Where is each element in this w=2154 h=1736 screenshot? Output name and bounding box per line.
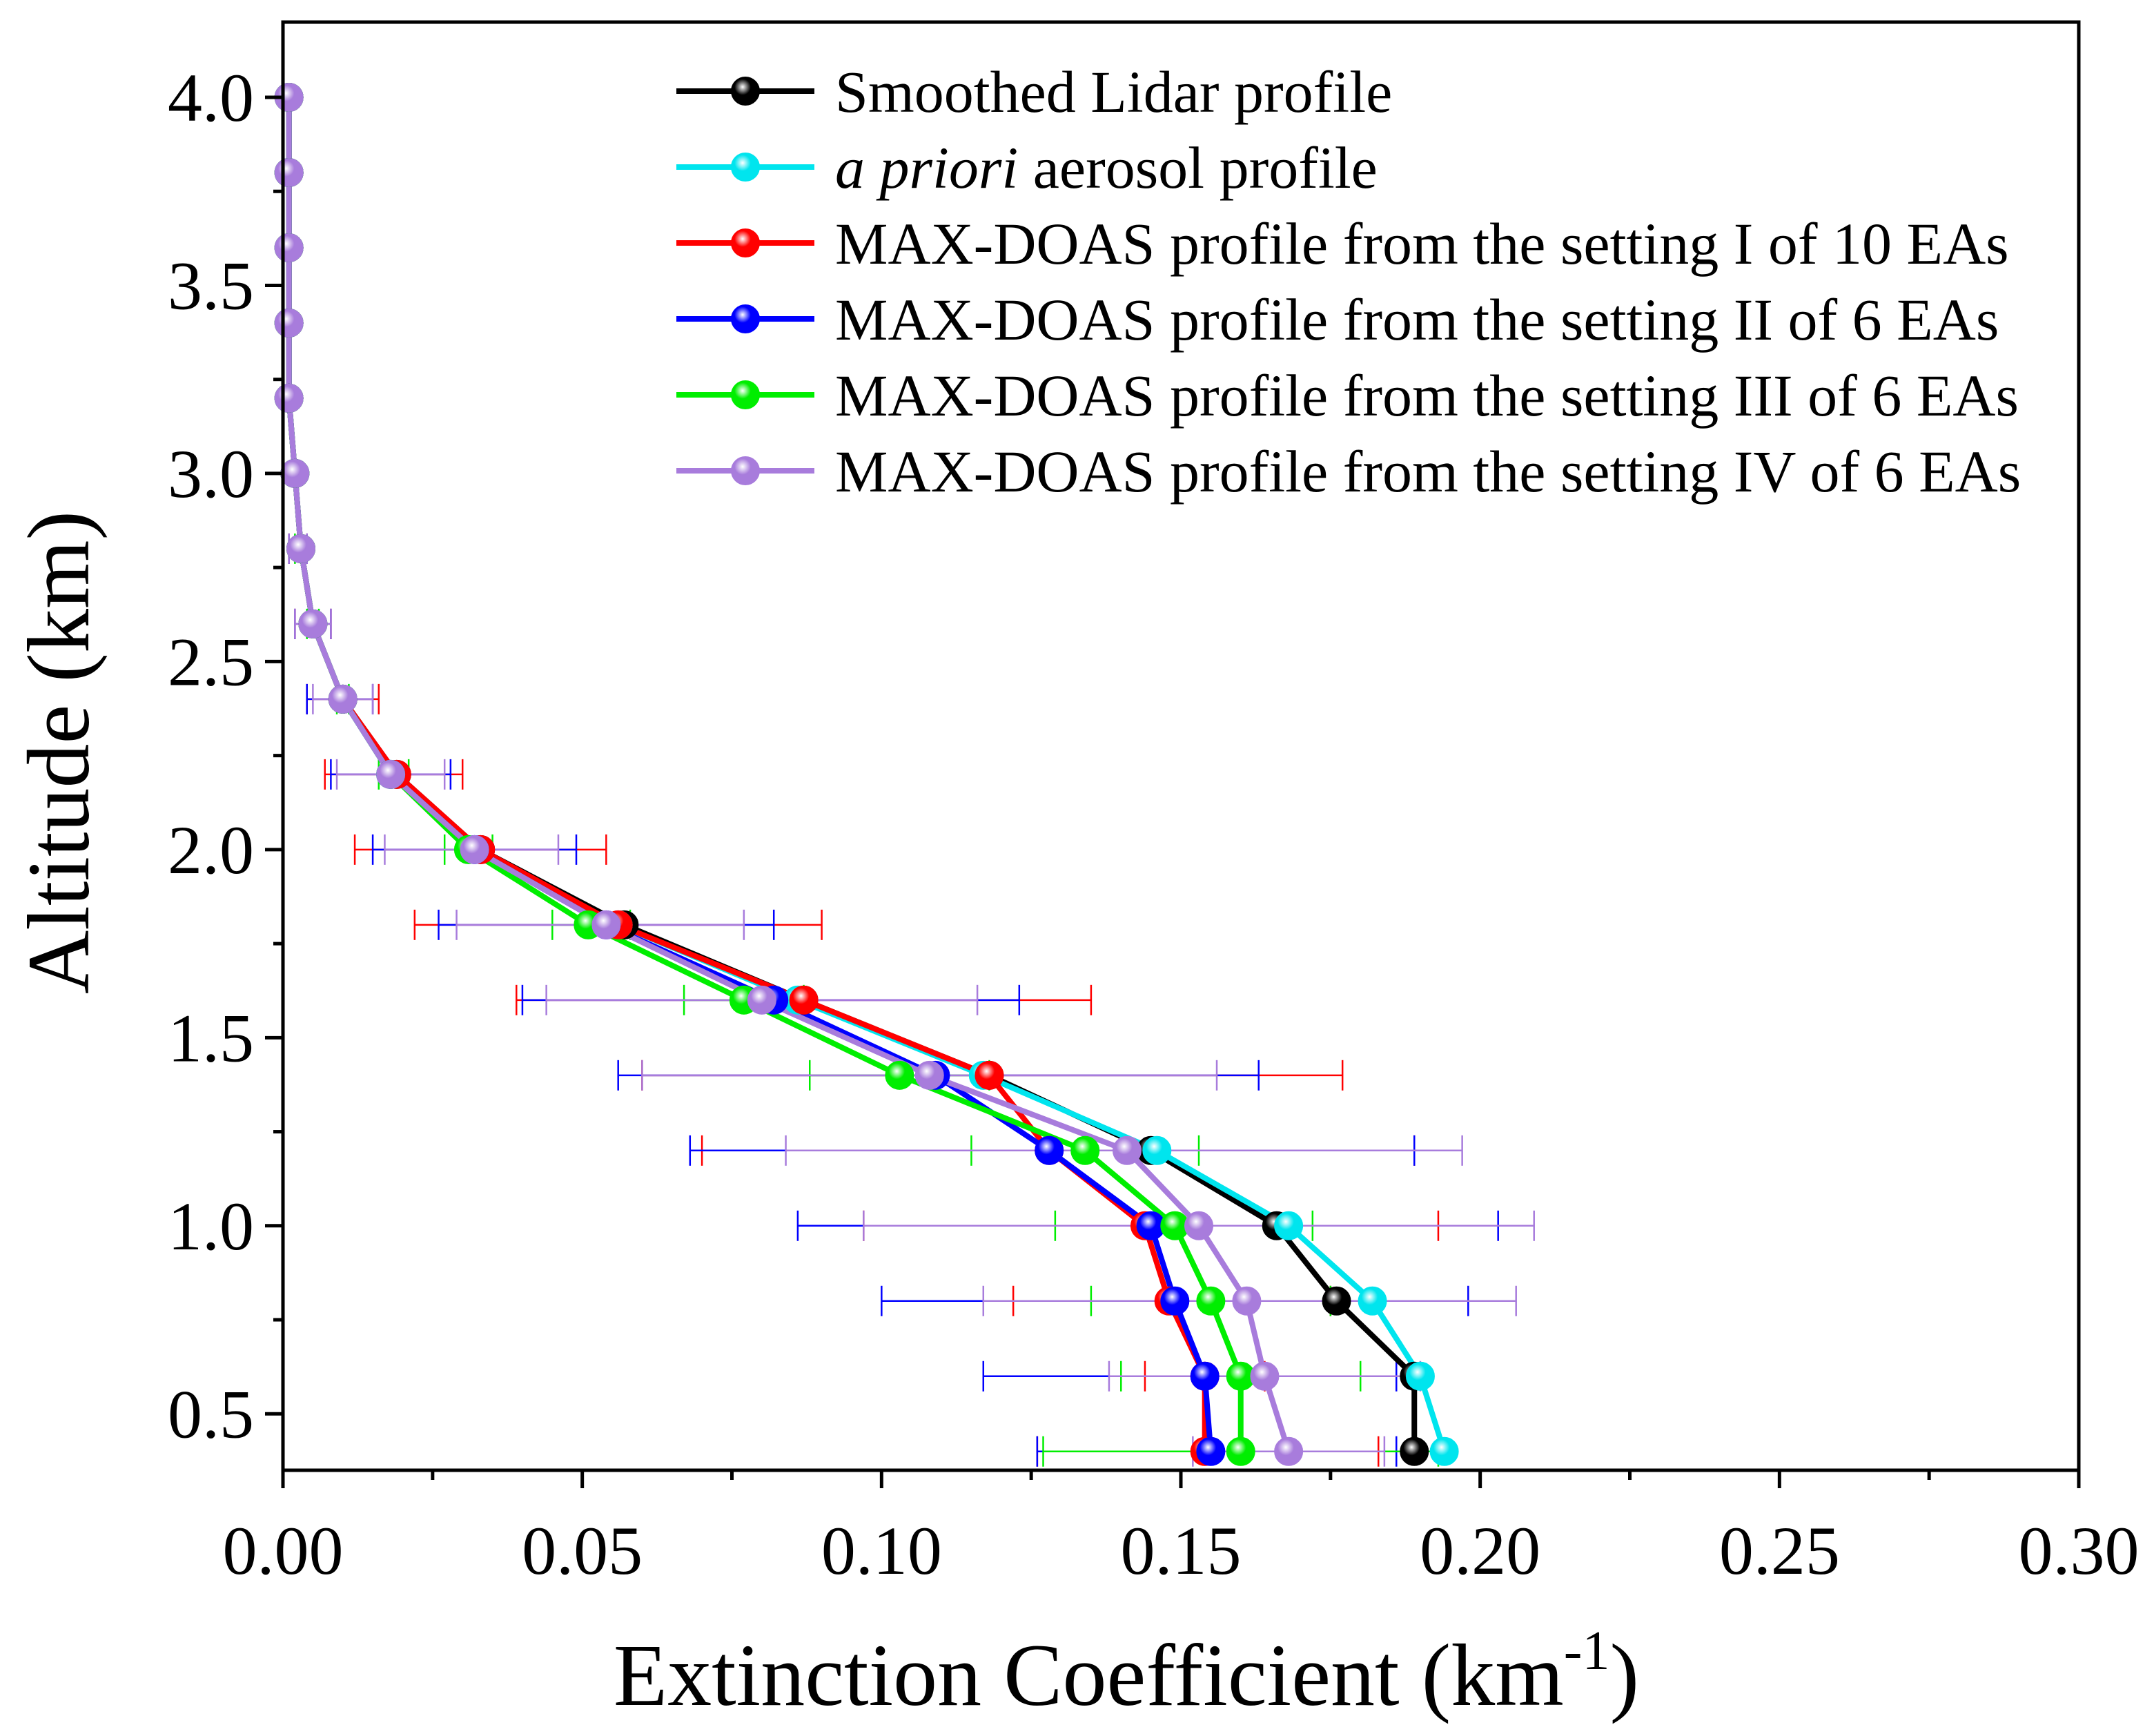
y-tick-label: 3.0 — [168, 436, 254, 512]
data-point — [1190, 1361, 1220, 1391]
x-tick-label: 0.15 — [1121, 1512, 1242, 1589]
legend-label: MAX-DOAS profile from the setting II of … — [835, 286, 1999, 353]
y-tick-label: 4.0 — [168, 59, 254, 136]
x-axis-title: Extinction Coefficient (km-1) — [614, 1621, 1639, 1724]
legend-label-text: aerosol profile — [1018, 135, 1378, 201]
legend-item: Smoothed Lidar profile — [676, 59, 1392, 125]
data-point — [274, 157, 304, 187]
x-axis-title-superscript: -1 — [1564, 1621, 1610, 1681]
data-point — [1112, 1135, 1142, 1165]
data-point — [1274, 1211, 1304, 1240]
data-point — [914, 1060, 944, 1090]
series-markers — [274, 82, 1459, 1466]
data-point — [1322, 1286, 1351, 1316]
data-point — [274, 233, 304, 262]
legend-label-text: MAX-DOAS profile from the setting IV of … — [835, 438, 2021, 505]
data-point — [1429, 1436, 1459, 1466]
data-point — [1358, 1286, 1387, 1316]
legend-label: MAX-DOAS profile from the setting III of… — [835, 362, 2019, 429]
legend-item: MAX-DOAS profile from the setting I of 1… — [676, 211, 2009, 277]
data-point — [1400, 1436, 1429, 1466]
data-point — [591, 910, 621, 939]
legend-item: MAX-DOAS profile from the setting III of… — [676, 362, 2019, 429]
data-point — [280, 458, 310, 488]
legend-marker — [731, 380, 760, 409]
data-point — [1160, 1286, 1190, 1316]
data-point — [1232, 1286, 1262, 1316]
data-point — [274, 308, 304, 338]
y-tick-label: 2.0 — [168, 812, 254, 888]
legend-marker — [731, 77, 760, 106]
data-point — [1035, 1135, 1064, 1165]
legend: Smoothed Lidar profile a priori aerosol p… — [676, 59, 2021, 505]
legend-item: MAX-DOAS profile from the setting IV of … — [676, 438, 2021, 505]
data-point — [747, 985, 776, 1015]
legend-marker — [731, 228, 760, 257]
x-tick-label: 0.25 — [1719, 1512, 1840, 1589]
x-axis: 0.00 0.05 0.10 0.15 0.20 0.25 0.30 — [223, 1470, 2140, 1589]
x-tick-label: 0.10 — [821, 1512, 942, 1589]
data-point — [1226, 1436, 1255, 1466]
legend-label: MAX-DOAS profile from the setting I of 1… — [835, 211, 2009, 277]
legend-item: MAX-DOAS profile from the setting II of … — [676, 286, 1999, 353]
data-point — [789, 985, 819, 1015]
x-axis-title-main: Extinction Coefficient (km — [614, 1626, 1564, 1724]
data-point — [460, 835, 489, 864]
legend-marker — [731, 153, 760, 182]
x-axis-title-close: ) — [1609, 1626, 1639, 1724]
y-tick-label: 1.5 — [168, 999, 254, 1076]
data-point — [1142, 1135, 1172, 1165]
data-point — [1405, 1361, 1435, 1391]
data-point — [1184, 1211, 1214, 1240]
legend-label-text: MAX-DOAS profile from the setting I of 1… — [835, 211, 2009, 277]
legend-label: Smoothed Lidar profile — [835, 59, 1392, 125]
legend-label-italic: a priori — [835, 135, 1018, 201]
data-point — [1196, 1286, 1226, 1316]
legend-marker — [731, 456, 760, 485]
y-tick-label: 1.0 — [168, 1188, 254, 1265]
data-point — [1274, 1436, 1304, 1466]
legend-marker — [731, 304, 760, 333]
data-point — [975, 1060, 1004, 1090]
legend-label: a priori aerosol profile — [835, 135, 1378, 201]
data-point — [1070, 1135, 1100, 1165]
y-tick-label: 0.5 — [168, 1376, 254, 1452]
x-tick-label: 0.30 — [2019, 1512, 2140, 1589]
legend-label: MAX-DOAS profile from the setting IV of … — [835, 438, 2021, 505]
data-point — [885, 1060, 914, 1090]
x-tick-label: 0.20 — [1420, 1512, 1540, 1589]
x-tick-label: 0.05 — [522, 1512, 643, 1589]
data-point — [274, 383, 304, 413]
y-axis-title: Altitude (km) — [10, 511, 108, 994]
data-point — [328, 684, 358, 714]
data-point — [1250, 1361, 1280, 1391]
y-tick-label: 3.5 — [168, 247, 254, 324]
y-axis: 0.5 1.0 1.5 2.0 2.5 3.0 3.5 4.0 — [168, 59, 283, 1452]
y-tick-label: 2.5 — [168, 623, 254, 700]
legend-label-text: MAX-DOAS profile from the setting II of … — [835, 286, 1999, 353]
data-point — [298, 609, 328, 638]
data-point — [1196, 1436, 1226, 1466]
legend-label-text: MAX-DOAS profile from the setting III of… — [835, 362, 2019, 429]
data-point — [286, 534, 316, 563]
legend-label-text: Smoothed Lidar profile — [835, 59, 1392, 125]
data-point — [376, 759, 406, 789]
legend-item: a priori aerosol profile — [676, 135, 1378, 201]
x-tick-label: 0.00 — [223, 1512, 344, 1589]
